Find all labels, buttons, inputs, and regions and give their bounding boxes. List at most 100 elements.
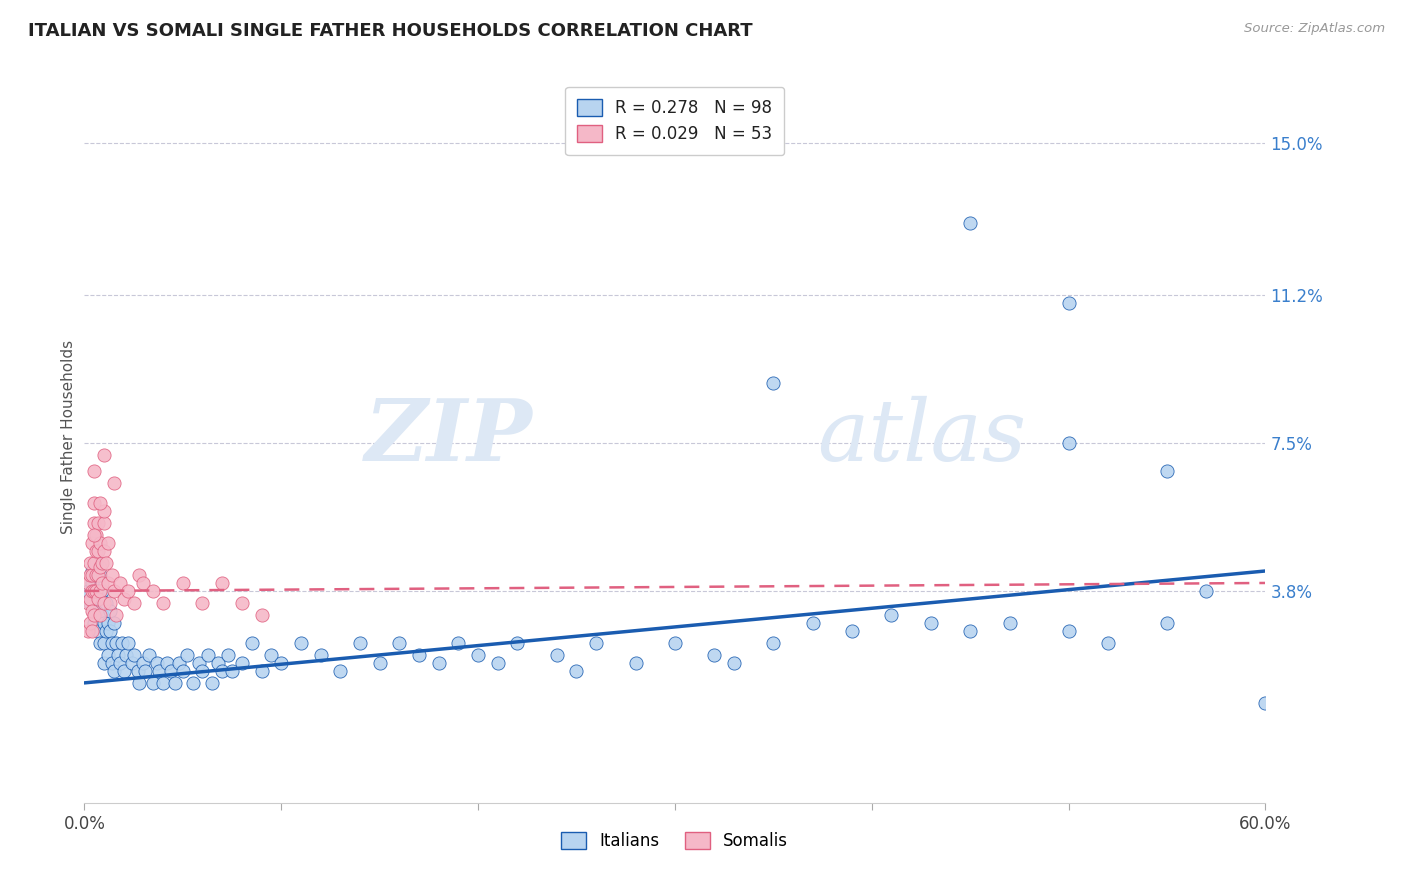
Point xyxy=(998,615,1021,630)
Point xyxy=(82,536,104,550)
Point xyxy=(87,568,110,582)
Point xyxy=(93,544,115,558)
Point xyxy=(93,656,115,670)
Point xyxy=(207,656,229,670)
Point xyxy=(79,615,101,630)
Point xyxy=(91,576,114,591)
Point xyxy=(467,648,489,662)
Point xyxy=(93,448,115,462)
Point xyxy=(156,656,179,670)
Point xyxy=(79,568,101,582)
Point xyxy=(82,584,104,599)
Point xyxy=(221,664,243,678)
Point xyxy=(83,516,105,530)
Point xyxy=(1156,615,1178,630)
Point xyxy=(176,648,198,662)
Point xyxy=(723,656,745,670)
Point xyxy=(93,596,115,610)
Point xyxy=(83,464,105,478)
Legend: Italians, Somalis: Italians, Somalis xyxy=(555,825,794,856)
Point xyxy=(270,656,292,670)
Point xyxy=(89,536,111,550)
Point xyxy=(82,568,104,582)
Point xyxy=(134,664,156,678)
Point xyxy=(181,676,204,690)
Point xyxy=(240,636,263,650)
Point xyxy=(83,496,105,510)
Text: atlas: atlas xyxy=(817,396,1026,478)
Point xyxy=(201,676,224,690)
Point xyxy=(83,556,105,570)
Point xyxy=(349,636,371,650)
Point xyxy=(84,584,107,599)
Point xyxy=(89,560,111,574)
Point xyxy=(132,576,155,591)
Point xyxy=(94,596,117,610)
Point xyxy=(191,664,214,678)
Point xyxy=(87,591,110,606)
Point xyxy=(250,664,273,678)
Point xyxy=(111,636,134,650)
Point xyxy=(565,664,588,678)
Point xyxy=(1057,296,1080,310)
Point xyxy=(103,664,125,678)
Point xyxy=(1156,464,1178,478)
Point xyxy=(152,676,174,690)
Point xyxy=(762,376,785,391)
Point xyxy=(187,656,209,670)
Point xyxy=(138,648,160,662)
Point xyxy=(260,648,283,662)
Point xyxy=(880,607,903,622)
Point xyxy=(172,576,194,591)
Point xyxy=(703,648,725,662)
Point xyxy=(89,636,111,650)
Point xyxy=(132,656,155,670)
Point xyxy=(664,636,686,650)
Point xyxy=(82,624,104,638)
Point xyxy=(101,636,124,650)
Point xyxy=(122,596,145,610)
Point xyxy=(97,536,120,550)
Point xyxy=(920,615,942,630)
Point xyxy=(103,476,125,491)
Point xyxy=(217,648,239,662)
Point xyxy=(91,607,114,622)
Point xyxy=(77,596,100,610)
Point xyxy=(117,636,139,650)
Point xyxy=(408,648,430,662)
Text: ITALIAN VS SOMALI SINGLE FATHER HOUSEHOLDS CORRELATION CHART: ITALIAN VS SOMALI SINGLE FATHER HOUSEHOL… xyxy=(28,22,752,40)
Point xyxy=(103,615,125,630)
Point xyxy=(79,591,101,606)
Point xyxy=(98,604,121,618)
Point xyxy=(77,576,100,591)
Point xyxy=(89,584,111,599)
Point xyxy=(160,664,183,678)
Point xyxy=(83,588,105,602)
Point xyxy=(127,664,149,678)
Point xyxy=(91,584,114,599)
Point xyxy=(93,615,115,630)
Point xyxy=(762,636,785,650)
Point xyxy=(98,596,121,610)
Point xyxy=(94,624,117,638)
Point xyxy=(486,656,509,670)
Point xyxy=(107,648,129,662)
Point xyxy=(87,584,110,599)
Point xyxy=(1097,636,1119,650)
Point xyxy=(84,556,107,570)
Point xyxy=(146,656,169,670)
Point xyxy=(83,584,105,599)
Point xyxy=(82,576,104,591)
Point xyxy=(83,615,105,630)
Point xyxy=(117,584,139,599)
Text: ZIP: ZIP xyxy=(366,395,533,479)
Point xyxy=(93,516,115,530)
Point xyxy=(142,676,165,690)
Point xyxy=(167,656,190,670)
Point xyxy=(104,636,127,650)
Point xyxy=(104,607,127,622)
Point xyxy=(121,656,143,670)
Point xyxy=(84,568,107,582)
Point xyxy=(97,576,120,591)
Point xyxy=(152,596,174,610)
